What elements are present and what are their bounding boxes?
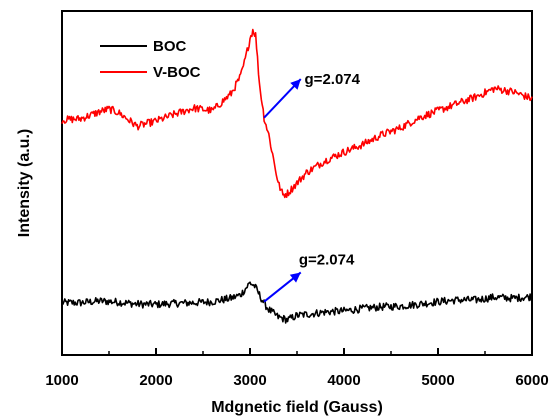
- series-layer: [61, 28, 533, 324]
- x-axis-tick-labels: 1000 2000 3000 4000 5000 6000: [45, 372, 548, 389]
- series-line-v-boc: [61, 28, 533, 199]
- x-tick-label-2: 3000: [233, 372, 266, 389]
- annotation-label-0: g=2.074: [305, 71, 361, 88]
- x-tick-label-3: 4000: [327, 372, 360, 389]
- x-tick-label-4: 5000: [421, 372, 454, 389]
- x-axis-title: Mdgnetic field (Gauss): [211, 399, 383, 416]
- x-axis-ticks: [61, 348, 533, 355]
- annotation-layer: g=2.074 g=2.074: [263, 71, 361, 303]
- x-tick-label-1: 2000: [139, 372, 172, 389]
- annotation-label-1: g=2.074: [299, 252, 355, 269]
- annotation-arrowhead-1: [289, 272, 301, 283]
- y-axis-title: Intensity (a.u.): [16, 129, 33, 237]
- legend-label-boc: BOC: [153, 38, 187, 55]
- series-line-boc: [61, 281, 533, 324]
- legend: BOC V-BOC: [100, 38, 201, 81]
- legend-label-v-boc: V-BOC: [153, 64, 201, 81]
- annotation-arrowhead-0: [290, 79, 301, 90]
- x-tick-label-0: 1000: [45, 372, 78, 389]
- x-tick-label-5: 6000: [515, 372, 548, 389]
